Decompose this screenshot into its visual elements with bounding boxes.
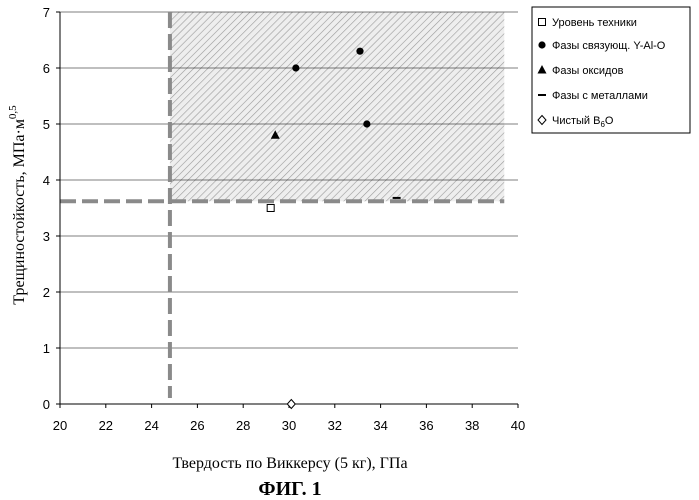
x-tick-label: 24	[144, 418, 158, 433]
x-tick-labels: 20 22 24 26 28 30 32 34 36 38 40	[53, 418, 525, 433]
data-point-filled-circle	[356, 48, 363, 55]
legend-label: Чистый B6O	[552, 115, 614, 129]
x-tick-label: 40	[511, 418, 525, 433]
legend-label: Уровень техники	[552, 17, 637, 29]
x-tick-label: 38	[465, 418, 479, 433]
legend-label: Фазы с металлами	[552, 90, 648, 102]
x-axis-title: Твердость по Виккерсу (5 кг), ГПа	[172, 455, 407, 472]
y-axis-title: Трещиностойкость, МПа·м	[11, 119, 28, 305]
y-axis-title-group: Трещиностойкость, МПа·м0,5	[7, 105, 28, 305]
x-tick-label: 30	[282, 418, 296, 433]
x-tick-label: 28	[236, 418, 250, 433]
y-tick-labels: 0 1 2 3 4 5 6 7	[43, 5, 50, 412]
data-point-filled-circle	[292, 64, 299, 71]
data-point-filled-circle	[363, 120, 370, 127]
data-point-open-square	[267, 205, 274, 212]
legend-marker-open-square	[539, 19, 546, 26]
x-tick-label: 36	[419, 418, 433, 433]
legend: Уровень техники Фазы связующ. Y-Al-O Фазы …	[532, 7, 690, 133]
data-point-open-diamond	[287, 400, 295, 409]
y-tick-label: 2	[43, 285, 50, 300]
highlight-region	[170, 12, 504, 201]
figure-caption: ФИГ. 1	[258, 478, 321, 500]
y-tick-label: 3	[43, 229, 50, 244]
x-tick-label: 20	[53, 418, 67, 433]
x-tick-label: 32	[328, 418, 342, 433]
x-tick-label: 34	[373, 418, 387, 433]
legend-label: Фазы оксидов	[552, 65, 624, 77]
x-tick-label: 26	[190, 418, 204, 433]
y-axis-title-exponent: 0,5	[7, 105, 19, 119]
y-tick-label: 5	[43, 117, 50, 132]
legend-label: Фазы связующ. Y-Al-O	[552, 40, 666, 52]
y-tick-label: 7	[43, 5, 50, 20]
legend-marker-filled-circle	[538, 41, 545, 48]
y-tick-label: 0	[43, 397, 50, 412]
y-tick-label: 4	[43, 173, 50, 188]
hatched-region	[170, 12, 504, 201]
svg-text:Трещиностойкость, МПа·м0,5: Трещиностойкость, МПа·м0,5	[7, 105, 28, 305]
x-tick-label: 22	[99, 418, 113, 433]
y-tick-label: 6	[43, 61, 50, 76]
y-tick-label: 1	[43, 341, 50, 356]
